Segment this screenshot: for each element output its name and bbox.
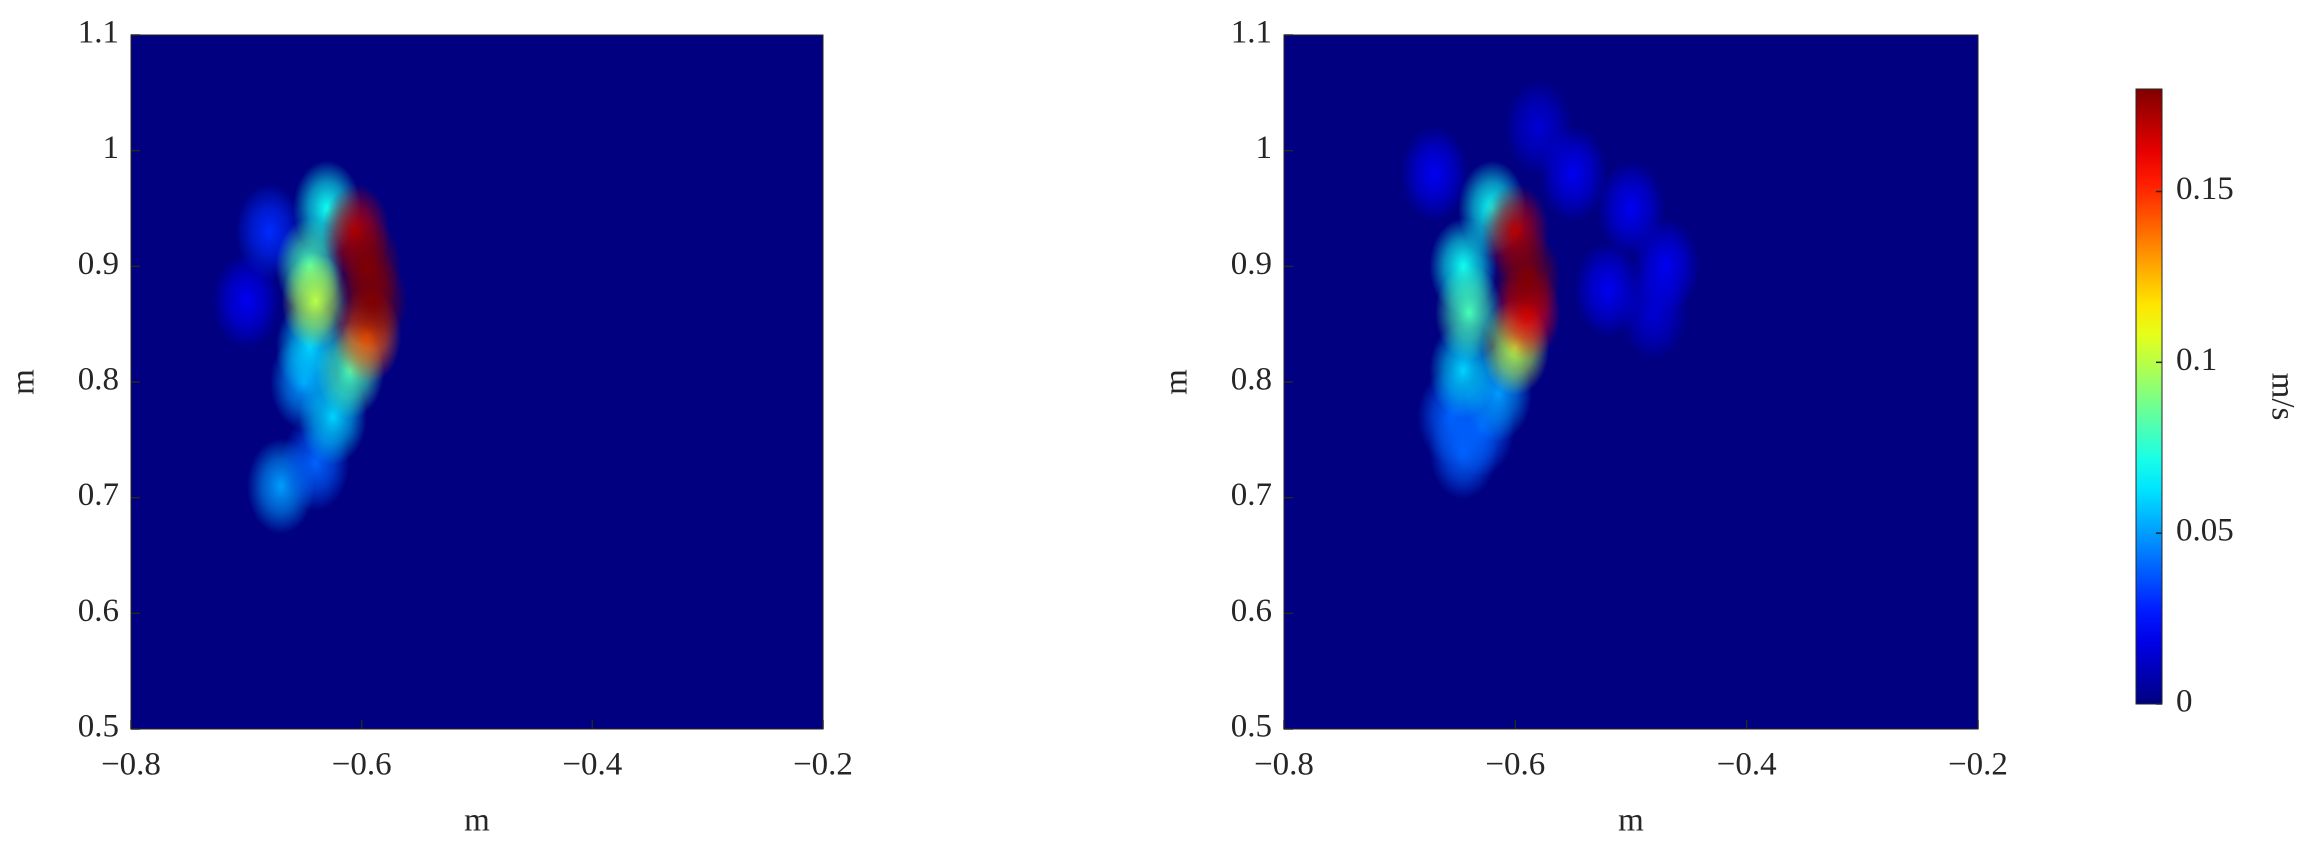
heatmap	[1400, 79, 1700, 500]
y-axis-label: m	[6, 369, 42, 395]
y-tick-label: 0.8	[1231, 362, 1272, 398]
x-tick-label: −0.8	[1254, 747, 1314, 783]
y-tick-label: 0.5	[1231, 709, 1272, 745]
x-tick-label: −0.2	[793, 747, 853, 783]
y-axis-label: m	[1159, 369, 1195, 395]
x-tick-label: −0.4	[1717, 747, 1777, 783]
heat-blob	[281, 253, 350, 350]
y-tick-label: 0.6	[78, 593, 119, 629]
y-tick-label: 0.7	[78, 477, 119, 513]
y-tick-label: 0.6	[1231, 593, 1272, 629]
x-tick-label: −0.2	[1948, 747, 2008, 783]
heat-blob	[1400, 125, 1469, 222]
colorbar-tick-label: 0	[2176, 684, 2193, 720]
axes-frame	[1283, 34, 1979, 730]
heat-blob	[1631, 218, 1700, 315]
x-tick-label: −0.4	[562, 747, 622, 783]
heat-blob	[1573, 241, 1642, 338]
colorbar	[2135, 88, 2163, 705]
x-axis-label: m	[1618, 803, 1644, 839]
x-tick-label: −0.6	[332, 747, 392, 783]
heatmap	[212, 160, 408, 535]
heat-blob	[1539, 125, 1608, 222]
heat-blob	[1492, 229, 1561, 326]
y-tick-label: 1.1	[78, 15, 119, 51]
x-tick-label: −0.8	[101, 747, 161, 783]
colorbar-tick-label: 0.15	[2176, 171, 2234, 207]
axes-frame	[130, 34, 824, 730]
y-tick-label: 0.9	[78, 246, 119, 282]
x-tick-label: −0.6	[1485, 747, 1545, 783]
colorbar-tick-label: 0.1	[2176, 342, 2217, 378]
y-tick-label: 0.9	[1231, 246, 1272, 282]
colorbar-label: m/s	[2264, 373, 2300, 421]
y-tick-label: 1	[103, 130, 120, 166]
y-tick-label: 1	[1256, 130, 1273, 166]
plot-background	[1284, 35, 1978, 729]
y-tick-label: 0.5	[78, 709, 119, 745]
x-axis-label: m	[464, 803, 490, 839]
plot-background	[131, 35, 823, 729]
y-tick-label: 0.7	[1231, 477, 1272, 513]
y-tick-label: 1.1	[1231, 15, 1272, 51]
y-tick-label: 0.8	[78, 362, 119, 398]
colorbar-tick-label: 0.05	[2176, 513, 2234, 549]
heat-blob	[339, 253, 408, 350]
